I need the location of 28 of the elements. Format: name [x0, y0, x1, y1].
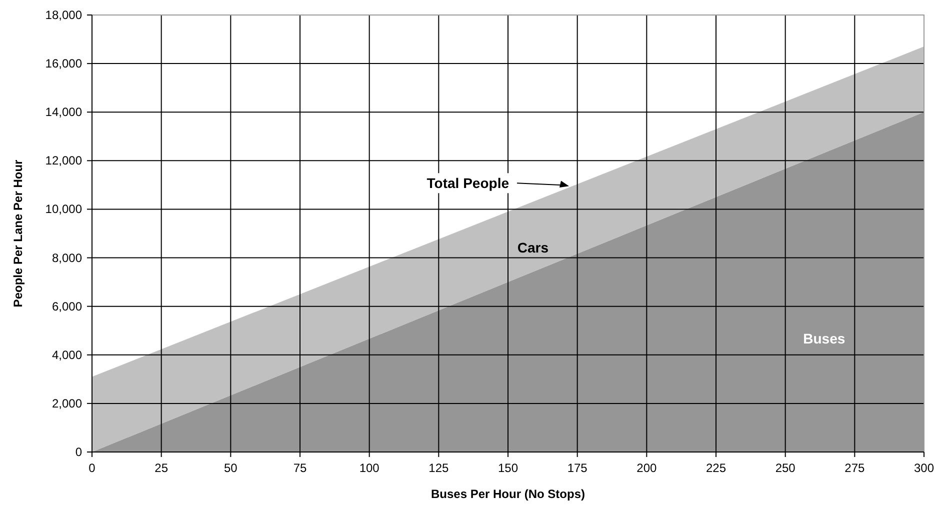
- x-tick-label: 175: [567, 461, 588, 475]
- annotation: Total People: [426, 175, 510, 192]
- x-tick-label: 75: [293, 461, 307, 475]
- y-tick-label: 12,000: [45, 154, 82, 168]
- y-tick-label: 4,000: [52, 348, 82, 362]
- y-tick-label: 0: [75, 445, 82, 459]
- y-tick-label: 10,000: [45, 202, 82, 216]
- x-tick-label: 150: [498, 461, 518, 475]
- y-tick-label: 14,000: [45, 105, 82, 120]
- x-tick-label: 300: [914, 461, 934, 475]
- y-axis-title: People Per Lane Per Hour: [11, 159, 25, 308]
- series-label: Cars: [517, 239, 549, 256]
- x-tick-label: 50: [224, 461, 238, 475]
- y-tick-label: 18,000: [45, 8, 82, 22]
- x-tick-label: 100: [359, 461, 380, 475]
- x-tick-label: 25: [154, 461, 168, 475]
- y-tick-label: 16,000: [45, 56, 82, 71]
- y-tick-label: 6,000: [52, 299, 82, 314]
- x-tick-label: 0: [88, 461, 96, 475]
- x-tick-label: 200: [636, 461, 657, 475]
- x-tick-label: 125: [428, 461, 449, 475]
- x-tick-label: 250: [775, 461, 796, 475]
- series-label: Buses: [803, 330, 846, 346]
- x-axis-title: Buses Per Hour (No Stops): [430, 487, 586, 501]
- x-tick-label: 275: [844, 461, 865, 475]
- x-tick-label: 225: [706, 461, 726, 475]
- y-tick-label: 2,000: [52, 396, 82, 410]
- y-tick-label: 8,000: [52, 250, 82, 265]
